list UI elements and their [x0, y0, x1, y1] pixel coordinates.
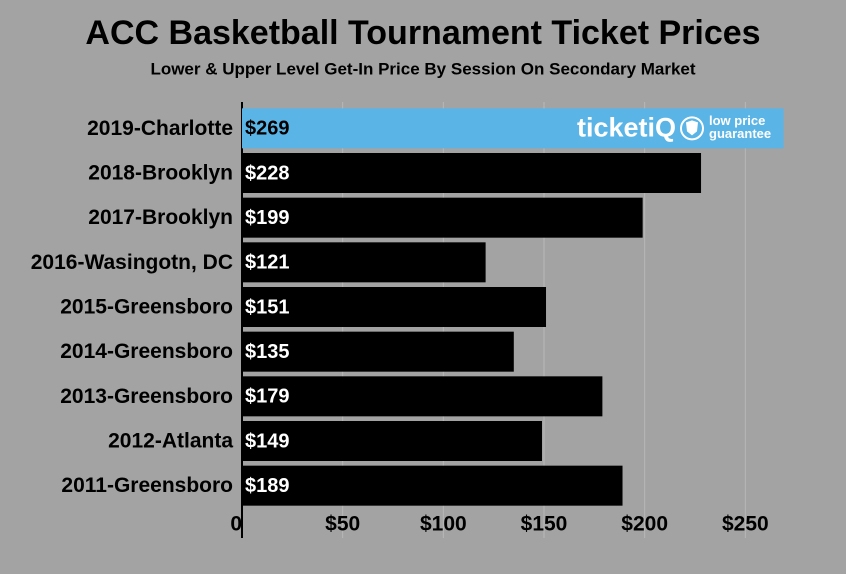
x-tick-label: $100: [420, 513, 467, 536]
logo-tagline: low price: [709, 113, 765, 128]
value-label: $135: [245, 341, 290, 363]
y-tick-label: 2018-Brooklyn: [88, 162, 233, 185]
y-tick-label: 2013-Greensboro: [60, 385, 233, 408]
y-tick-label: 2016-Wasingotn, DC: [31, 251, 233, 274]
y-tick-label: 2015-Greensboro: [60, 296, 233, 319]
x-tick-label: $250: [722, 513, 769, 536]
bar: [242, 242, 486, 283]
x-tick-label: $50: [325, 513, 360, 536]
value-label: $269: [245, 118, 290, 140]
value-label: $199: [245, 207, 290, 229]
y-tick-label: 2017-Brooklyn: [88, 206, 233, 229]
logo-icon: [680, 116, 704, 141]
bar: [242, 331, 514, 372]
logo-tagline: guarantee: [709, 126, 771, 141]
logo-brand: ticketiQ: [577, 112, 676, 142]
y-tick-label: 2012-Atlanta: [108, 430, 233, 453]
y-tick-label: 2019-Charlotte: [87, 117, 233, 140]
x-tick-label: $150: [521, 513, 568, 536]
bar: [242, 465, 623, 506]
y-tick-label: 2014-Greensboro: [60, 340, 233, 363]
chart-subtitle: Lower & Upper Level Get-In Price By Sess…: [150, 59, 695, 78]
value-label: $228: [245, 162, 290, 184]
bar: [242, 153, 702, 193]
x-tick-label: $200: [621, 513, 668, 536]
x-tick-label: 0: [230, 513, 242, 536]
bar: [242, 376, 603, 417]
value-label: $189: [245, 475, 290, 497]
bar: [242, 421, 542, 461]
bar: [242, 197, 643, 238]
value-label: $121: [245, 252, 290, 274]
bar: [242, 287, 547, 327]
value-label: $151: [245, 296, 290, 318]
logo-shield: [686, 120, 698, 136]
value-label: $149: [245, 430, 290, 452]
chart-title: ACC Basketball Tournament Ticket Prices: [85, 14, 760, 52]
value-label: $179: [245, 386, 290, 408]
y-tick-label: 2011-Greensboro: [61, 474, 233, 497]
